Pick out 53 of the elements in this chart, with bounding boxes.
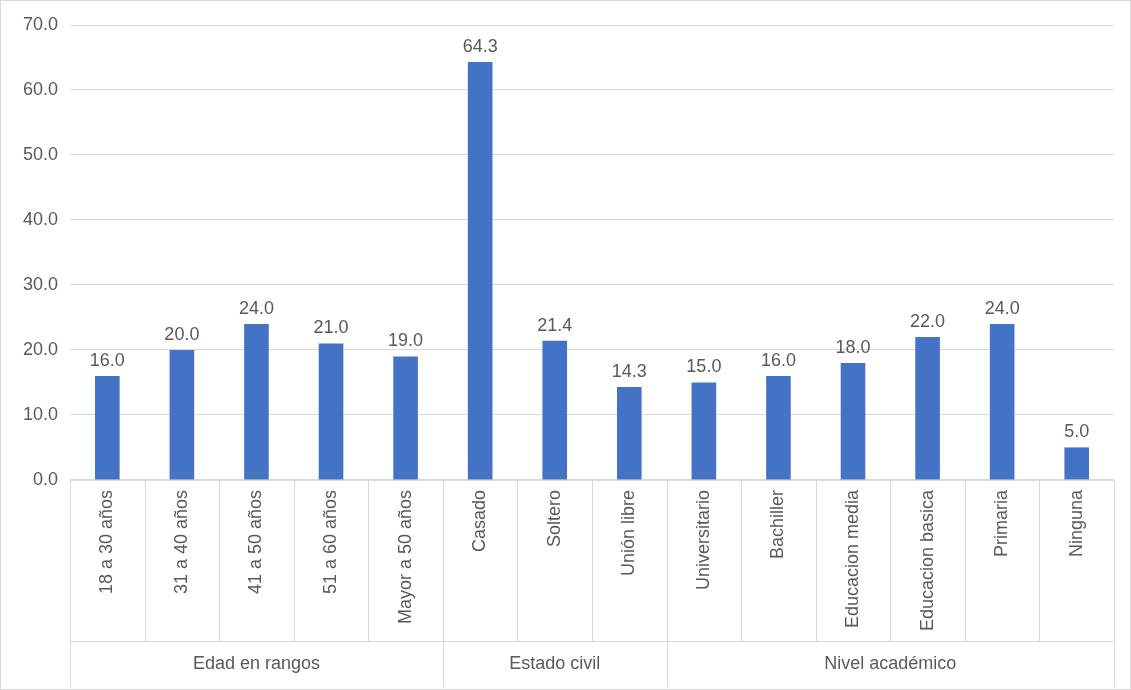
x-tick-label: Casado [469,489,490,552]
data-label: 16.0 [760,349,796,370]
data-label: 18.0 [835,336,871,357]
y-tick-label: 30.0 [22,273,59,294]
data-label: 19.0 [388,330,424,351]
text: Estado civil [509,652,601,673]
bar [840,362,866,480]
y-tick-label: 20.0 [22,338,59,359]
data-label: 15.0 [686,356,722,377]
x-tick-label: 18 a 30 años [96,489,117,594]
bar [915,336,940,480]
bar [393,356,418,480]
bar [467,62,493,480]
bar [1064,447,1090,480]
x-tick-label: Universitario [692,489,713,590]
bar [542,340,568,480]
data-label: 21.4 [537,314,573,335]
text: Nivel académico [824,652,957,673]
x-tick-label: 41 a 50 años [245,489,266,594]
y-tick-label: 70.0 [22,13,59,34]
data-label: 20.0 [164,323,200,344]
x-tick-label: Unión libre [618,489,639,576]
x-tick-label: Mayor a 50 años [394,489,415,624]
text: Edad en rangos [192,652,321,673]
x-tick-label: Soltero [543,489,564,547]
bar [617,386,642,480]
data-label: 24.0 [984,297,1020,318]
bar [989,323,1015,480]
bar [95,375,120,480]
y-tick-label: 60.0 [22,78,59,99]
bar [691,382,717,480]
data-label: 16.0 [89,349,125,370]
x-tick-label: Primaria [991,488,1012,557]
bar [244,323,269,480]
bar [169,349,195,480]
y-tick-label: 0.0 [33,468,59,489]
data-label: 5.0 [1064,421,1090,442]
x-tick-label: 51 a 60 años [319,489,340,594]
x-tick-label: Educacion media [841,488,862,628]
bar [318,343,344,480]
data-label: 64.3 [462,36,498,57]
data-label: 14.3 [611,360,647,381]
data-label: 24.0 [238,297,274,318]
x-tick-label: Educacion basica [916,488,937,631]
data-label: 22.0 [910,310,946,331]
x-tick-label: Ninguna [1065,488,1086,557]
data-label: 21.0 [313,317,349,338]
y-tick-label: 50.0 [22,143,59,164]
y-tick-label: 40.0 [22,208,59,229]
bar [766,375,791,480]
x-tick-label: 31 a 40 años [170,489,191,594]
x-tick-label: Bachiller [767,489,788,559]
y-tick-label: 10.0 [22,403,59,424]
